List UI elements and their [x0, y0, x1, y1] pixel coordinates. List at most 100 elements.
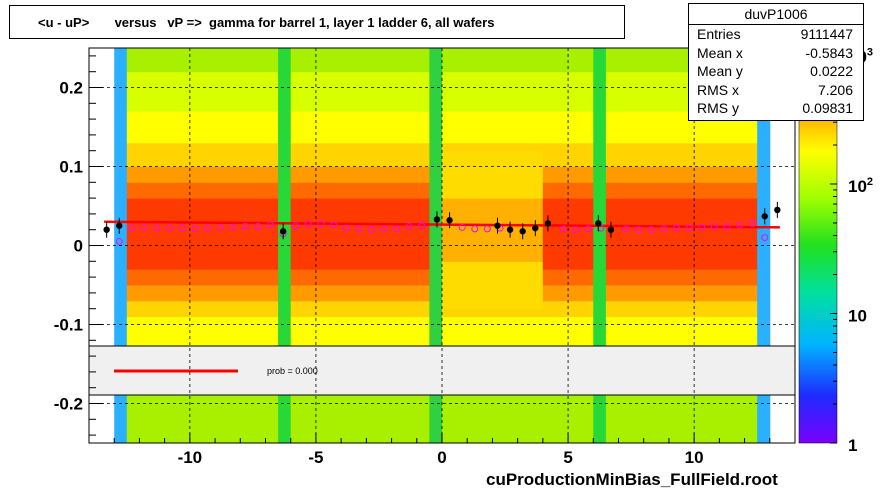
heatmap-cell	[315, 71, 330, 81]
heatmap-cell	[366, 419, 380, 428]
heatmap-cell	[404, 48, 418, 57]
profile-point	[103, 226, 110, 233]
heatmap-cell	[278, 166, 292, 175]
heatmap-cell	[416, 221, 430, 231]
heatmap-cell	[152, 285, 166, 294]
heatmap-cell	[492, 277, 506, 286]
heatmap-cell	[517, 285, 531, 294]
heatmap-cell	[164, 134, 178, 144]
heatmap-cell	[442, 158, 456, 167]
heatmap-cell	[605, 103, 619, 112]
heatmap-cell	[454, 48, 468, 57]
heatmap-cell	[706, 277, 720, 286]
heatmap-cell	[467, 269, 481, 278]
heatmap-cell	[580, 308, 594, 318]
heatmap-cell	[416, 95, 430, 104]
heatmap-cell	[328, 119, 342, 128]
heatmap-cell	[631, 395, 645, 404]
heatmap-cell	[315, 277, 330, 286]
heatmap-cell	[315, 198, 330, 207]
heatmap-cell	[353, 55, 367, 65]
heatmap-cell	[315, 269, 330, 278]
heatmap-cell	[404, 63, 418, 73]
open-point	[166, 224, 174, 232]
heatmap-cell	[479, 182, 493, 191]
heatmap-cell	[202, 395, 216, 404]
heatmap-cell	[744, 332, 758, 341]
heatmap-cell	[568, 158, 582, 167]
heatmap-cell	[681, 269, 695, 278]
heatmap-cell	[227, 150, 241, 160]
heatmap-cell	[290, 150, 304, 160]
heatmap-cell	[303, 269, 317, 278]
heatmap-cell	[605, 198, 619, 207]
heatmap-cell	[479, 229, 493, 239]
heatmap-cell	[315, 206, 330, 215]
heatmap-cell	[290, 79, 304, 88]
heatmap-cell	[290, 419, 304, 428]
heatmap-cell	[366, 63, 380, 73]
heatmap-cell	[139, 300, 153, 310]
heatmap-cell	[366, 48, 380, 57]
heatmap-cell	[227, 103, 241, 112]
heatmap-cell	[492, 269, 506, 278]
heatmap-cell	[454, 71, 468, 81]
heatmap-cell	[681, 198, 695, 207]
heatmap-cell	[643, 435, 657, 444]
heatmap-cell	[152, 229, 166, 239]
heatmap-cell	[517, 340, 531, 349]
heatmap-cell	[442, 111, 456, 120]
heatmap-cell	[265, 213, 279, 223]
heatmap-cell	[631, 340, 645, 349]
heatmap-cell	[164, 71, 178, 81]
heatmap-cell	[227, 324, 241, 333]
heatmap-cell	[139, 206, 153, 215]
heatmap-cell	[404, 95, 418, 104]
heatmap-cell	[656, 63, 670, 73]
heatmap-cell	[139, 411, 153, 420]
heatmap-cell	[139, 182, 153, 191]
heatmap-cell	[643, 324, 657, 333]
heatmap-cell	[555, 427, 569, 436]
heatmap-cell	[189, 411, 203, 420]
heatmap-cell	[215, 292, 229, 302]
heatmap-cell	[164, 158, 178, 167]
heatmap-cell	[126, 134, 140, 144]
heatmap-cell	[442, 182, 456, 191]
heatmap-cell	[454, 158, 468, 167]
heatmap-cell	[656, 95, 670, 104]
heatmap-cell	[694, 340, 708, 349]
heatmap-cell	[757, 158, 771, 167]
heatmap-cell	[378, 300, 393, 310]
heatmap-cell	[278, 95, 292, 104]
heatmap-cell	[744, 142, 758, 152]
heatmap-cell	[479, 403, 493, 412]
heatmap-cell	[605, 411, 619, 420]
heatmap-cell	[328, 395, 342, 404]
heatmap-cell	[706, 174, 720, 183]
heatmap-cell	[416, 277, 430, 286]
heatmap-cell	[126, 174, 140, 183]
heatmap-cell	[681, 403, 695, 412]
heatmap-cell	[227, 285, 241, 294]
heatmap-cell	[580, 55, 594, 65]
heatmap-cell	[656, 206, 670, 215]
heatmap-cell	[643, 119, 657, 128]
heatmap-cell	[593, 340, 607, 349]
heatmap-cell	[341, 229, 355, 239]
x-tick-label: 10	[685, 448, 704, 467]
open-point	[380, 225, 388, 233]
heatmap-cell	[114, 340, 128, 349]
heatmap-cell	[668, 237, 683, 246]
heatmap-cell	[580, 435, 594, 444]
heatmap-cell	[240, 245, 254, 254]
heatmap-cell	[391, 127, 405, 136]
heatmap-cell	[467, 261, 481, 270]
heatmap-cell	[454, 150, 468, 160]
heatmap-cell	[189, 119, 203, 128]
heatmap-cell	[555, 198, 569, 207]
heatmap-cell	[631, 127, 645, 136]
heatmap-cell	[416, 419, 430, 428]
heatmap-cell	[215, 119, 229, 128]
heatmap-cell	[643, 95, 657, 104]
